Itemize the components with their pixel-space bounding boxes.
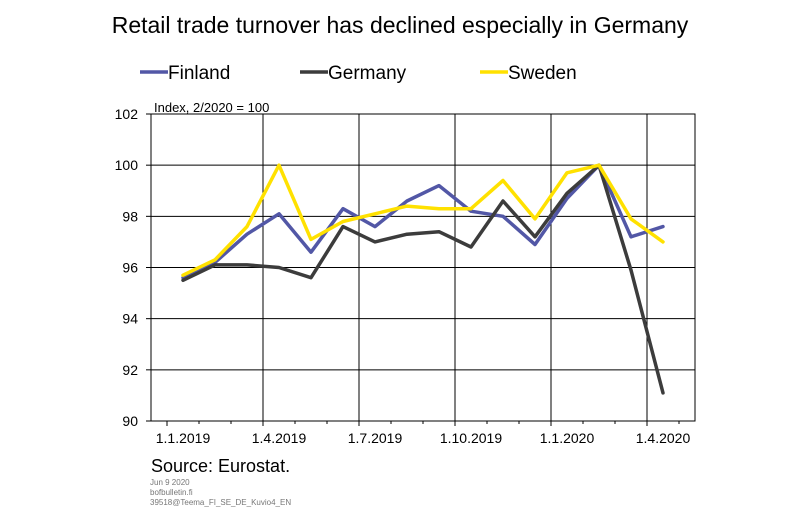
x-tick-label: 1.1.2020 (540, 430, 595, 446)
x-axis: 1.1.2019 1.4.2019 1.7.2019 1.10.2019 1.1.202… (156, 421, 691, 446)
meta-file: 39518@Teema_FI_SE_DE_Kuvio4_EN (150, 498, 292, 507)
series-line-finland (181, 163, 665, 280)
series-lines (181, 163, 665, 395)
legend: Finland Germany Sweden (140, 63, 577, 84)
y-tick-label: 90 (122, 413, 138, 429)
x-tick-label: 1.7.2019 (348, 430, 403, 446)
series-line-germany (181, 163, 665, 395)
series-line-sweden (181, 163, 665, 277)
y-tick-label: 98 (122, 208, 138, 224)
y-axis-label: Index, 2/2020 = 100 (154, 100, 269, 115)
y-tick-label: 96 (122, 260, 138, 276)
chart-title: Retail trade turnover has declined espec… (111, 12, 689, 38)
x-tick-label: 1.1.2019 (156, 430, 211, 446)
y-tick-label: 102 (115, 106, 139, 122)
y-tick-label: 92 (122, 362, 138, 378)
meta-date: Jun 9 2020 (150, 478, 190, 487)
y-tick-label: 100 (115, 157, 139, 173)
legend-label-sweden: Sweden (508, 63, 577, 84)
meta-site: bofbulletin.fi (150, 488, 193, 497)
legend-label-germany: Germany (328, 63, 407, 84)
y-axis: 90 92 94 96 98 100 102 (115, 106, 151, 429)
y-tick-label: 94 (122, 311, 138, 327)
source-note: Source: Eurostat. (151, 456, 291, 476)
x-tick-label: 1.4.2019 (252, 430, 307, 446)
x-tick-label: 1.10.2019 (440, 430, 502, 446)
x-tick-label: 1.4.2020 (636, 430, 691, 446)
meta-info: Jun 9 2020 bofbulletin.fi 39518@Teema_FI… (150, 478, 291, 508)
legend-label-finland: Finland (168, 63, 230, 84)
gridlines (151, 114, 695, 421)
